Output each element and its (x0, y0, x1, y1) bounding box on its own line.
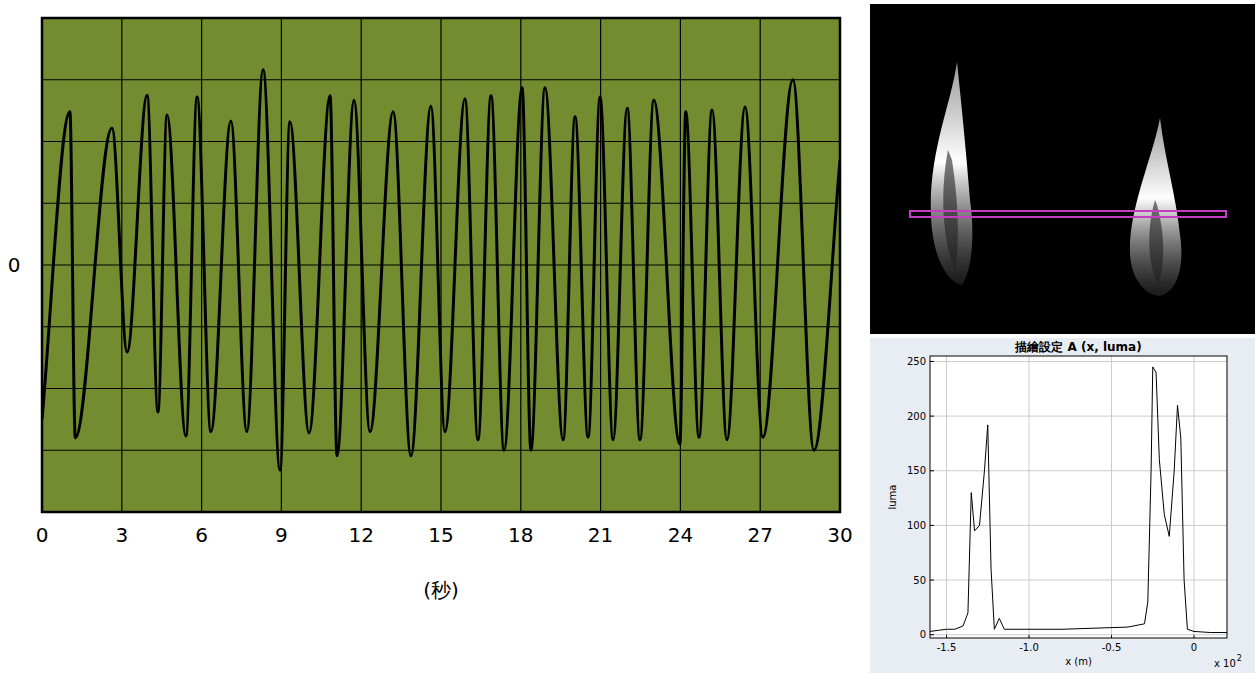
luma-chart: 描繪設定 A (x, luma) -1.5 -1.0 -0.5 0 0 50 100 150 20… (870, 338, 1255, 673)
grid-line (42, 141, 840, 142)
y-axis-title: luma (887, 485, 898, 510)
wave-chart: 0 3 6 9 12 15 18 21 24 27 30 0 (秒) (8, 18, 853, 602)
tick-mark (930, 634, 934, 635)
x-tick-label: 18 (508, 523, 533, 547)
y-tick-label: 100 (907, 520, 926, 531)
luma-line (930, 367, 1227, 633)
y-tick-label: 250 (907, 356, 926, 367)
data-group (42, 70, 840, 470)
flame-image (870, 4, 1255, 334)
x-tick-label: 3 (115, 523, 128, 547)
profile-line-marker (910, 211, 1226, 217)
x-tick-label: 24 (668, 523, 693, 547)
tick-mark (930, 580, 934, 581)
x-axis-title: x (m) (1065, 656, 1092, 667)
grid-line (42, 450, 840, 451)
tick-mark (930, 525, 934, 526)
x-tick-label: -1.0 (1019, 642, 1039, 653)
plot-background (42, 18, 840, 512)
y-tick-label: 50 (913, 575, 926, 586)
x-tick-label: -1.5 (937, 642, 957, 653)
x-axis-title: (秒) (423, 578, 459, 602)
grid-line (42, 203, 840, 204)
chart-title: 描繪設定 A (x, luma) (1014, 340, 1141, 354)
panel-background (870, 338, 1255, 673)
plot-background (930, 356, 1227, 638)
grid-line (930, 416, 1227, 417)
grid-line (1111, 356, 1112, 638)
data-group (930, 367, 1227, 633)
x-tick-label: 0 (36, 523, 49, 547)
figure: 0 3 6 9 12 15 18 21 24 27 30 0 (秒) 描繪設定 A (x, luma) -1… (0, 0, 1255, 673)
x-tick-label: 15 (428, 523, 453, 547)
tick-mark (930, 416, 934, 417)
x-tick-label: 6 (195, 523, 208, 547)
image-background (870, 4, 1255, 334)
grid-line (1194, 356, 1195, 638)
flame (931, 62, 973, 285)
y-tick-label: 200 (907, 411, 926, 422)
x-tick-label: -0.5 (1102, 642, 1122, 653)
grid-line (930, 470, 1227, 471)
grid-line (1029, 356, 1030, 638)
y-tick-label: 0 (8, 253, 21, 277)
x-tick-label: 30 (827, 523, 852, 547)
x-multiplier: x 10 (1214, 658, 1236, 669)
x-tick-label: 12 (348, 523, 373, 547)
flame-core (1149, 200, 1163, 285)
grid-line (42, 79, 840, 80)
x-tick-label: 9 (275, 523, 288, 547)
y-tick-label: 0 (920, 629, 926, 640)
y-tick-label: 150 (907, 465, 926, 476)
wave-line (42, 70, 840, 470)
grid-line (930, 580, 1227, 581)
x-tick-label: 0 (1191, 642, 1197, 653)
x-multiplier-exponent: 2 (1237, 654, 1242, 663)
plot-frame (930, 356, 1227, 638)
tick-mark (930, 361, 934, 362)
plot-frame (42, 18, 840, 512)
grid-line (946, 356, 947, 638)
grid-line (930, 634, 1227, 635)
tick-mark (930, 470, 934, 471)
x-tick-label: 21 (588, 523, 613, 547)
grid-line (930, 361, 1227, 362)
x-tick-label: 27 (747, 523, 772, 547)
flame (1130, 118, 1182, 296)
